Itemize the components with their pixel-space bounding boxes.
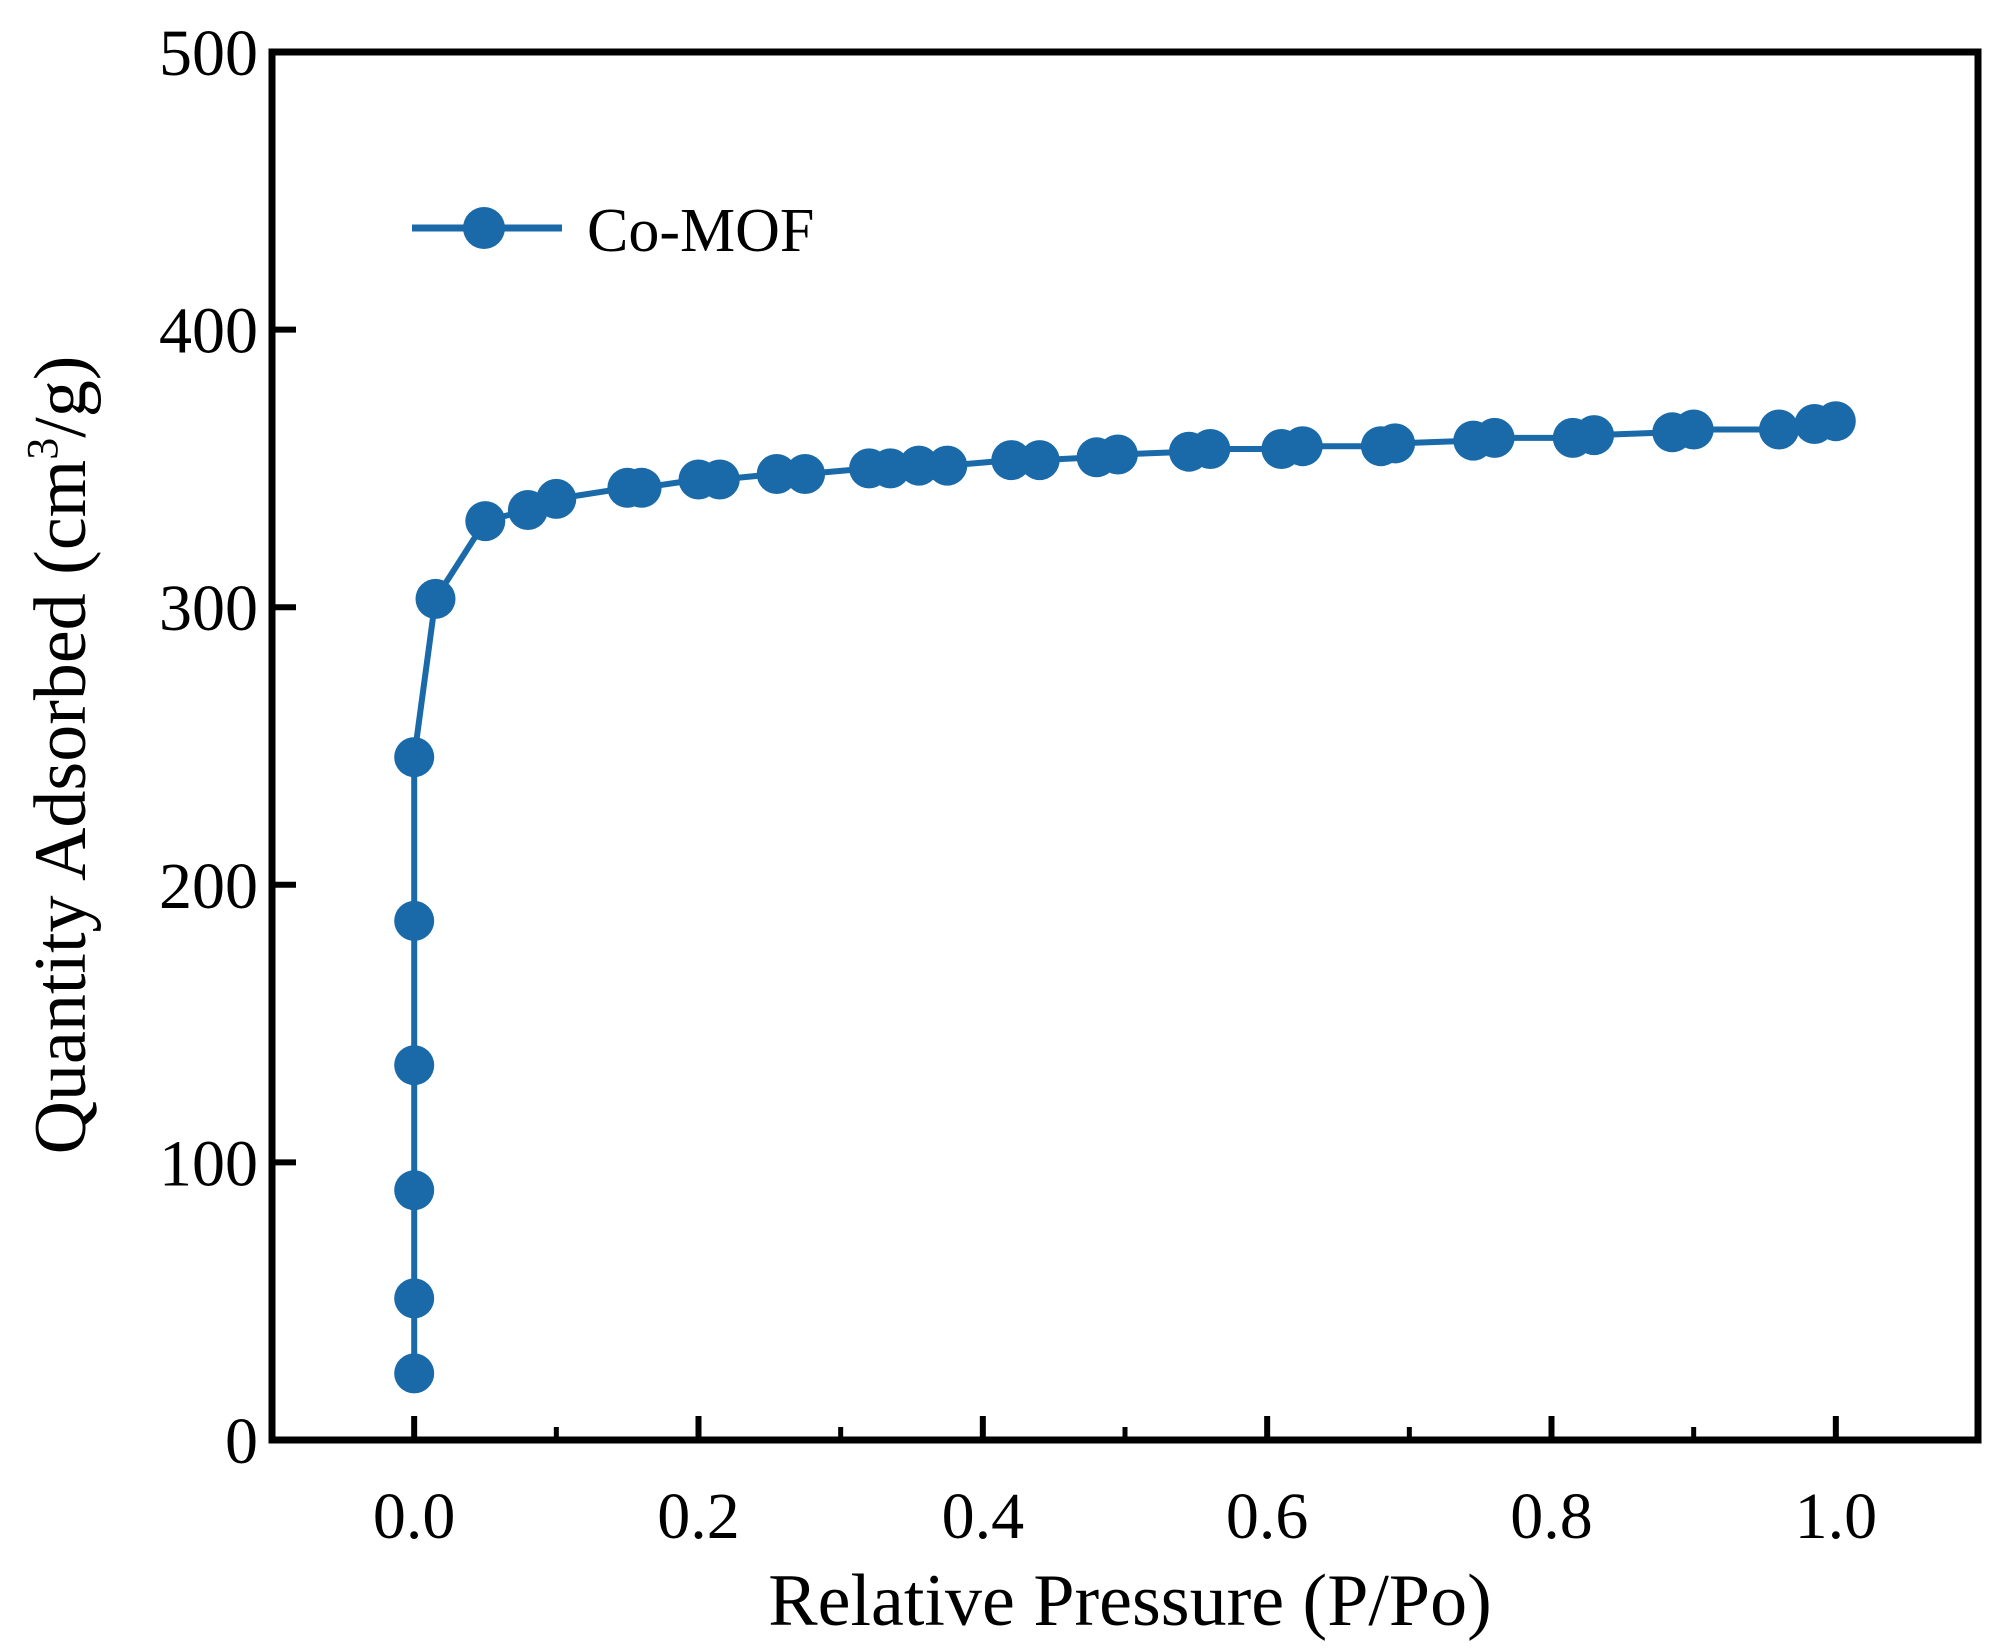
data-point xyxy=(415,578,456,619)
ticks-layer: 0.0 0.2 0.4 0.6 0.8 1.0 0 100 200 300 400 500 xyxy=(159,17,1877,1553)
data-point xyxy=(394,1045,435,1086)
data-point xyxy=(1815,401,1856,442)
data-point xyxy=(991,440,1032,481)
data-point xyxy=(394,737,435,778)
data-point xyxy=(621,467,662,508)
legend-label-co-mof: Co-MOF xyxy=(587,197,814,265)
data-point xyxy=(536,478,577,519)
x-axis-title: Relative Pressure (P/Po) xyxy=(768,1560,1491,1642)
x-tick-label: 0.6 xyxy=(1226,1480,1309,1553)
legend: Co-MOF xyxy=(412,197,814,265)
data-point xyxy=(699,459,740,500)
x-tick-label: 0.4 xyxy=(942,1480,1025,1553)
data-point xyxy=(394,900,435,941)
data-point xyxy=(394,1278,435,1319)
x-tick-label: 1.0 xyxy=(1795,1480,1878,1553)
data-point xyxy=(1759,409,1799,450)
y-tick-label: 100 xyxy=(159,1127,258,1200)
data-point xyxy=(1097,434,1138,475)
y-axis-title: Quantity Adsorbed (cm3/g) xyxy=(18,356,102,1155)
y-axis-title-superscript: 3 xyxy=(18,438,67,460)
data-point xyxy=(465,501,506,542)
data-point xyxy=(1574,415,1615,456)
x-tick-label: 0.8 xyxy=(1510,1480,1593,1553)
data-point xyxy=(1474,417,1515,458)
data-point xyxy=(1673,409,1714,450)
y-axis-title-main: Quantity Adsorbed (cm xyxy=(20,460,102,1155)
y-tick-label: 300 xyxy=(159,572,258,645)
data-point xyxy=(394,1353,435,1394)
series-layer xyxy=(394,401,1856,1394)
y-tick-label: 400 xyxy=(159,295,258,368)
data-point xyxy=(1282,426,1323,467)
data-point xyxy=(394,1170,435,1211)
y-tick-label: 0 xyxy=(225,1405,258,1478)
data-point xyxy=(898,445,939,486)
x-tick-label: 0.2 xyxy=(657,1480,740,1553)
data-point xyxy=(1375,423,1416,464)
data-point xyxy=(785,454,826,494)
data-point xyxy=(927,445,968,486)
legend-marker xyxy=(463,207,505,249)
data-point xyxy=(1190,429,1231,469)
data-point xyxy=(756,454,797,494)
data-point xyxy=(1019,440,1060,481)
y-axis-title-tail: /g) xyxy=(20,356,102,438)
y-tick-label: 200 xyxy=(159,850,258,923)
y-tick-label: 500 xyxy=(159,17,258,90)
x-tick-label: 0.0 xyxy=(373,1480,456,1553)
plot-frame xyxy=(268,48,1982,1444)
